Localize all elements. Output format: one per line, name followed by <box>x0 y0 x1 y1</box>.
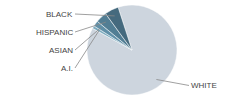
svg-text:A.I.: A.I. <box>61 64 73 73</box>
svg-text:BLACK: BLACK <box>46 10 73 19</box>
svg-text:WHITE: WHITE <box>191 81 217 90</box>
svg-text:ASIAN: ASIAN <box>49 46 73 55</box>
svg-text:HISPANIC: HISPANIC <box>36 28 73 37</box>
